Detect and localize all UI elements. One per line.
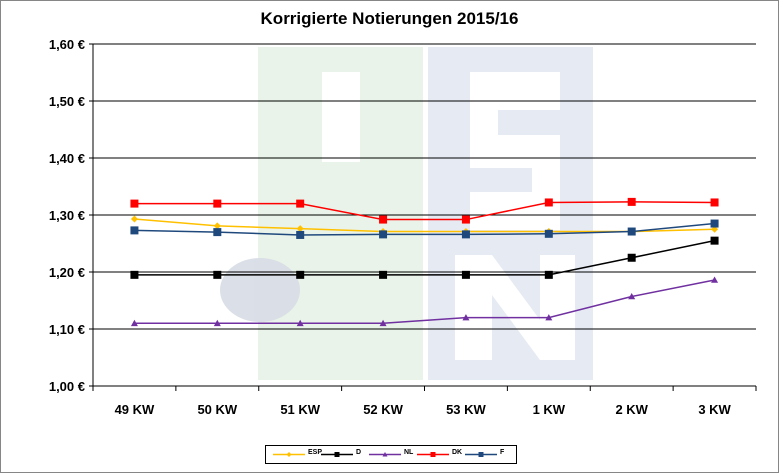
legend-swatch	[369, 452, 401, 457]
y-tick-label: 1,10 €	[49, 322, 85, 337]
data-point	[462, 314, 470, 321]
data-point	[130, 226, 139, 235]
data-point	[545, 314, 553, 321]
y-tick-label: 1,00 €	[49, 379, 85, 394]
data-point	[213, 222, 221, 230]
x-tick-label: 3 KW	[698, 402, 731, 417]
series-line	[134, 222, 715, 236]
data-point	[296, 270, 305, 279]
x-tick-label: 49 KW	[115, 402, 155, 417]
x-tick-label: 51 KW	[280, 402, 320, 417]
legend-label: F	[500, 449, 505, 456]
legend-marker	[430, 452, 436, 457]
y-tick-label: 1,30 €	[49, 208, 85, 223]
data-point	[296, 319, 304, 327]
chart-title: Korrigierte Notierungen 2015/16	[260, 9, 519, 28]
legend-item-f: F	[464, 446, 510, 463]
legend-marker	[478, 452, 484, 457]
data-point	[627, 253, 636, 262]
axes: 1,00 € 1,10 € 1,20 € 1,30 € 1,40 € 1,50 € 1,60…	[49, 37, 757, 417]
data-point	[213, 319, 221, 327]
legend-label: NL	[404, 449, 414, 456]
data-point	[711, 276, 719, 283]
legend-marker	[382, 452, 388, 457]
legend-label: D	[356, 449, 362, 456]
legend-label: ESP	[308, 449, 323, 456]
legend: ESP D NL DK F	[265, 445, 517, 464]
legend-swatch	[465, 452, 497, 457]
legend-item-d: D	[320, 446, 366, 463]
series-nl	[130, 276, 719, 327]
x-tick-label: 2 KW	[615, 402, 648, 417]
gridlines	[93, 43, 756, 387]
data-point	[710, 236, 719, 245]
series-d	[130, 236, 719, 279]
data-point	[379, 270, 388, 279]
data-point	[710, 198, 719, 207]
series-dk	[130, 197, 719, 224]
data-point	[627, 227, 636, 236]
y-tick-label: 1,50 €	[49, 94, 85, 109]
data-point	[296, 225, 304, 233]
y-tick-label: 1,60 €	[49, 37, 85, 52]
data-point	[379, 230, 388, 239]
legend-item-nl: NL	[368, 446, 414, 463]
data-point	[130, 199, 139, 208]
legend-item-esp: ESP	[272, 446, 322, 463]
x-tick-label: 1 KW	[533, 402, 566, 417]
y-tick-label: 1,20 €	[49, 265, 85, 280]
data-point	[461, 270, 470, 279]
y-tick-label: 1,40 €	[49, 151, 85, 166]
data-point	[379, 319, 387, 327]
data-point	[296, 230, 305, 239]
data-point	[544, 198, 553, 207]
legend-marker	[286, 452, 292, 457]
data-point	[627, 197, 636, 206]
data-point	[461, 230, 470, 239]
legend-label: DK	[452, 449, 463, 456]
legend-swatch	[273, 452, 305, 457]
data-point	[130, 319, 138, 327]
legend-swatch	[417, 452, 449, 457]
x-tick-label: 52 KW	[363, 402, 403, 417]
x-tick-label: 53 KW	[446, 402, 486, 417]
data-point	[461, 215, 470, 224]
data-point	[710, 219, 719, 228]
data-point	[628, 293, 636, 300]
legend-marker	[334, 452, 340, 457]
data-point	[130, 215, 138, 223]
series-line	[134, 201, 715, 221]
series-line	[134, 218, 715, 233]
legend-item-dk: DK	[416, 446, 462, 463]
data-point	[379, 215, 388, 224]
data-point	[296, 199, 305, 208]
data-point	[130, 270, 139, 279]
isn-watermark-logo	[220, 47, 593, 380]
data-point	[213, 199, 222, 208]
series-line	[134, 279, 715, 325]
legend-swatch	[321, 452, 353, 457]
data-point	[213, 270, 222, 279]
series-lines	[130, 197, 719, 327]
data-point	[213, 228, 222, 237]
series-line	[134, 239, 715, 276]
x-tick-label: 50 KW	[197, 402, 237, 417]
data-point	[544, 229, 553, 238]
series-f	[130, 219, 719, 239]
data-point	[544, 270, 553, 279]
